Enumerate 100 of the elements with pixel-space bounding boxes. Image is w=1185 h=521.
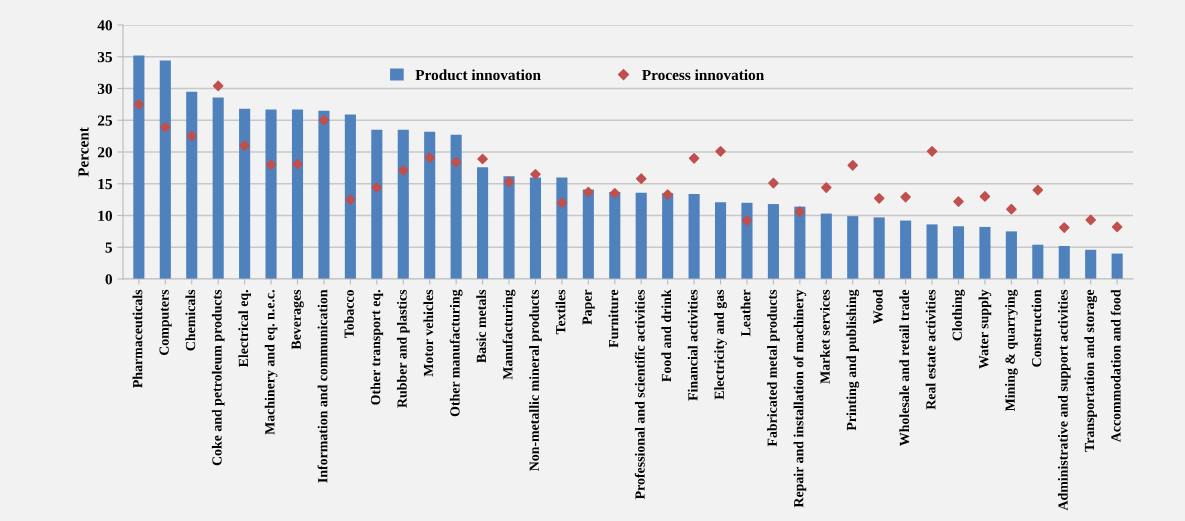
x-tick-label: Repair and installation of machinery	[793, 289, 807, 508]
x-tick-label: Financial activities	[687, 289, 698, 401]
bar	[714, 202, 727, 279]
y-tick-label: 20	[97, 147, 112, 158]
x-tick-label: Pharmaceuticals	[132, 289, 143, 388]
bar	[1111, 253, 1123, 279]
x-tick-label: Chemicals	[185, 289, 196, 351]
point	[926, 146, 938, 157]
x-tick-label: Leather	[740, 289, 751, 337]
x-tick-label: Manufacturing	[502, 289, 516, 380]
y-tick-label: 0	[105, 274, 112, 285]
x-tick-label: Non-metallic mineral products	[529, 289, 542, 471]
x-tick-label: Mining & quarrying	[1005, 289, 1018, 412]
bar	[212, 97, 224, 279]
point	[688, 153, 700, 164]
x-tick-label: Market services	[820, 289, 830, 384]
point	[450, 156, 462, 168]
x-tick-label: Clothing	[952, 289, 965, 341]
point	[1058, 222, 1070, 233]
legend-label: Process innovation	[642, 69, 764, 81]
point	[1111, 221, 1123, 233]
y-axis-title: Percent	[78, 127, 89, 177]
bar	[741, 202, 753, 279]
point	[397, 165, 409, 176]
x-tick-label: Fabricated metal products	[767, 289, 780, 447]
x-tick-label: Information and communication	[317, 289, 328, 483]
x-tick-label: Other transport eq.	[370, 290, 384, 405]
x-tick-label: Wood	[872, 289, 883, 324]
x-tick-label: Beverages	[291, 289, 304, 350]
x-tick-label: Food and drink	[661, 289, 672, 382]
x-tick-label: Professional and scientific activities	[634, 289, 645, 500]
point	[873, 193, 885, 204]
point	[635, 173, 647, 184]
point	[424, 152, 436, 164]
point	[662, 189, 673, 200]
bar	[662, 193, 674, 279]
bar	[873, 217, 885, 279]
y-tick-label: 25	[97, 115, 113, 126]
x-tick-label: Tobacco	[344, 289, 354, 339]
x-tick-label: Basic metals	[476, 289, 487, 363]
bar	[424, 131, 436, 279]
point	[318, 114, 330, 126]
point	[1085, 214, 1096, 226]
bar	[582, 189, 594, 279]
point	[556, 197, 568, 209]
x-tick-label: Electricity and gas	[714, 289, 727, 400]
point	[820, 182, 832, 193]
bar	[952, 226, 965, 279]
point	[371, 182, 383, 193]
bar	[979, 226, 991, 279]
point	[953, 196, 964, 207]
y-tick-label: 15	[98, 178, 113, 190]
bar	[900, 220, 912, 279]
x-tick-label: Wholesale and retail trade	[899, 289, 910, 446]
point	[1006, 203, 1017, 215]
bar	[1005, 231, 1017, 279]
x-tick-label: Rubber and plastics	[396, 289, 410, 408]
point	[900, 191, 911, 203]
point	[265, 159, 277, 171]
x-tick-label: Coke and petroleum products	[211, 289, 225, 466]
legend-label: Product innovation	[415, 69, 541, 81]
bar	[635, 192, 647, 279]
point	[133, 99, 145, 110]
bar	[503, 176, 515, 279]
bar	[133, 55, 145, 279]
bar	[186, 91, 198, 279]
y-tick-label: 10	[98, 210, 112, 221]
point	[292, 158, 303, 170]
point	[609, 187, 621, 199]
bar	[767, 204, 779, 279]
bar	[1032, 244, 1044, 279]
x-tick-label: Furniture	[608, 289, 619, 348]
bar	[1085, 249, 1097, 279]
bar	[397, 129, 409, 279]
y-tick-label: 30	[97, 83, 112, 94]
bar	[1058, 245, 1070, 279]
point	[503, 176, 515, 188]
x-tick-label: Other manufacturing	[449, 289, 463, 417]
x-tick-label: Motor vehicles	[423, 289, 434, 377]
point	[239, 140, 250, 151]
bar	[318, 110, 330, 279]
point	[530, 168, 541, 180]
bar	[239, 108, 251, 279]
point	[1032, 184, 1044, 196]
point	[477, 153, 488, 165]
point	[768, 177, 779, 189]
point	[186, 130, 198, 142]
bar	[847, 216, 859, 279]
x-tick-label: Electrical eq.	[238, 290, 251, 368]
x-tick-label: Computers	[159, 289, 172, 356]
point	[847, 160, 859, 171]
point	[715, 146, 726, 157]
x-tick-label: Administrative and support activities	[1057, 289, 1071, 511]
bar	[159, 60, 171, 279]
y-tick-label: 40	[97, 20, 112, 31]
bar	[344, 114, 356, 279]
x-tick-label: Transportation and storage	[1084, 289, 1098, 452]
bar	[265, 109, 277, 279]
bar	[450, 134, 462, 279]
point	[979, 191, 991, 202]
